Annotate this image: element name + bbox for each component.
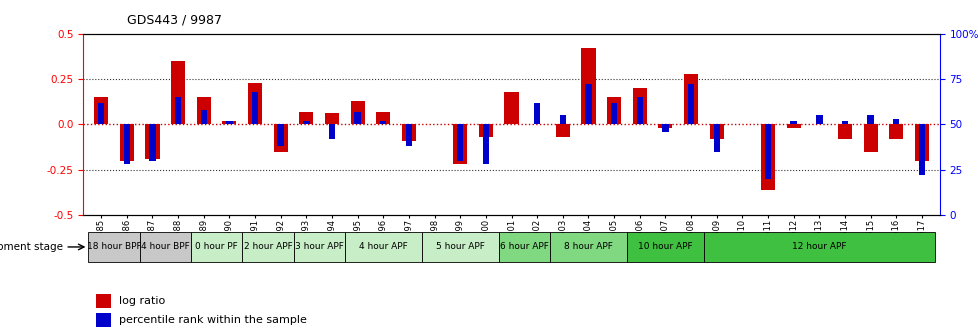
Bar [293, 232, 344, 262]
Bar [917, 124, 924, 175]
Text: 5 hour APF: 5 hour APF [435, 243, 484, 251]
Bar [504, 92, 518, 124]
Bar [863, 124, 876, 152]
Bar [402, 124, 416, 141]
Bar [482, 124, 489, 164]
Bar [892, 119, 899, 124]
Bar [789, 121, 796, 124]
Bar [626, 232, 703, 262]
Bar [657, 124, 672, 128]
Bar [329, 124, 334, 139]
Bar [98, 102, 105, 124]
Bar [200, 110, 206, 124]
Bar [816, 115, 822, 124]
Bar [222, 121, 237, 124]
Bar [760, 124, 775, 190]
Bar [453, 124, 467, 164]
Bar [913, 124, 928, 161]
Bar [123, 124, 130, 164]
Text: 3 hour APF: 3 hour APF [294, 243, 343, 251]
Bar [242, 232, 293, 262]
Bar [299, 112, 313, 124]
Bar [703, 232, 934, 262]
Bar [867, 115, 873, 124]
Bar [405, 124, 412, 146]
Bar [277, 124, 284, 146]
Text: 18 hour BPF: 18 hour BPF [87, 243, 141, 251]
Bar [88, 232, 140, 262]
Bar [376, 112, 390, 124]
Bar [636, 97, 643, 124]
Bar [837, 124, 851, 139]
Bar [119, 124, 134, 161]
Bar [354, 112, 361, 124]
Bar [498, 232, 550, 262]
Bar [171, 61, 185, 124]
Bar [274, 124, 288, 152]
Bar [379, 121, 386, 124]
Bar [197, 97, 210, 124]
Bar [191, 232, 242, 262]
Bar [457, 124, 463, 161]
Text: 0 hour PF: 0 hour PF [195, 243, 238, 251]
Text: log ratio: log ratio [119, 296, 165, 306]
Text: 8 hour APF: 8 hour APF [563, 243, 612, 251]
Bar [96, 313, 111, 327]
Text: 2 hour APF: 2 hour APF [244, 243, 292, 251]
Text: 4 hour APF: 4 hour APF [359, 243, 407, 251]
Text: GDS443 / 9987: GDS443 / 9987 [127, 14, 222, 27]
Bar [661, 124, 668, 132]
Bar [251, 92, 258, 124]
Bar [610, 102, 617, 124]
Bar [303, 121, 309, 124]
Bar [581, 48, 595, 124]
Bar [350, 101, 365, 124]
Bar [713, 124, 719, 152]
Text: percentile rank within the sample: percentile rank within the sample [119, 316, 307, 325]
Text: 10 hour APF: 10 hour APF [638, 243, 692, 251]
Bar [325, 114, 338, 124]
Bar [556, 124, 569, 137]
Bar [606, 97, 620, 124]
Bar [247, 83, 262, 124]
Bar [344, 232, 422, 262]
Bar [478, 124, 493, 137]
Bar [140, 232, 191, 262]
Bar [550, 232, 626, 262]
Bar [585, 84, 591, 124]
Text: development stage: development stage [0, 242, 63, 252]
Bar [422, 232, 498, 262]
Bar [888, 124, 903, 139]
Bar [841, 121, 847, 124]
Bar [94, 97, 109, 124]
Bar [96, 294, 111, 308]
Bar [785, 124, 800, 128]
Bar [149, 124, 156, 161]
Text: 6 hour APF: 6 hour APF [500, 243, 549, 251]
Bar [226, 121, 233, 124]
Bar [146, 124, 159, 159]
Bar [688, 84, 693, 124]
Bar [533, 102, 540, 124]
Bar [684, 74, 697, 124]
Bar [175, 97, 181, 124]
Bar [559, 115, 565, 124]
Text: 12 hour APF: 12 hour APF [791, 243, 846, 251]
Bar [709, 124, 723, 139]
Text: 4 hour BPF: 4 hour BPF [141, 243, 190, 251]
Bar [764, 124, 771, 179]
Bar [632, 88, 646, 124]
